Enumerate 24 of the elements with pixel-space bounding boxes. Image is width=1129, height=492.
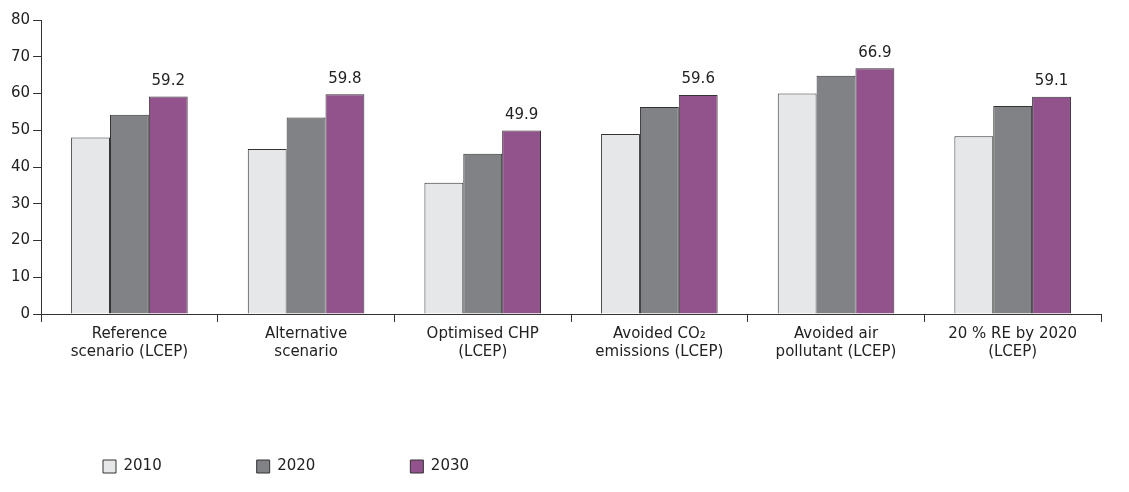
data-label: 59.6 (681, 69, 715, 88)
y-tick-label: 70 (10, 46, 31, 65)
legend-label: 2020 (277, 456, 316, 475)
data-label: 59.2 (151, 70, 185, 89)
x-tick-label: Avoided air pollutant (LCEP) (775, 323, 897, 360)
x-tick-label: Optimised CHP (LCEP) (426, 323, 539, 360)
y-tick-label: 80 (10, 9, 31, 28)
data-label: 49.9 (504, 105, 539, 124)
y-tick-label: 30 (10, 193, 31, 212)
y-tick-label: 20 (10, 230, 31, 249)
y-tick-label: 40 (10, 156, 31, 175)
data-label: 66.9 (858, 42, 892, 61)
x-tick-label: Avoided CO₂ emissions (LCEP) (595, 323, 724, 360)
y-tick-label: 50 (10, 120, 31, 139)
x-tick-label: 20 % RE by 2020 (LCEP) (948, 323, 1078, 360)
y-tick-label: 60 (10, 83, 31, 102)
legend-label: 2010 (123, 456, 162, 475)
y-tick-label: 10 (10, 267, 31, 286)
data-label: 59.8 (328, 68, 362, 87)
y-tick-label: 0 (20, 303, 31, 322)
x-tick-label: Reference scenario (LCEP) (70, 323, 189, 360)
data-label: 59.1 (1034, 71, 1069, 90)
x-tick-label: Alternative scenario (264, 323, 348, 360)
legend-label: 2030 (430, 456, 470, 475)
